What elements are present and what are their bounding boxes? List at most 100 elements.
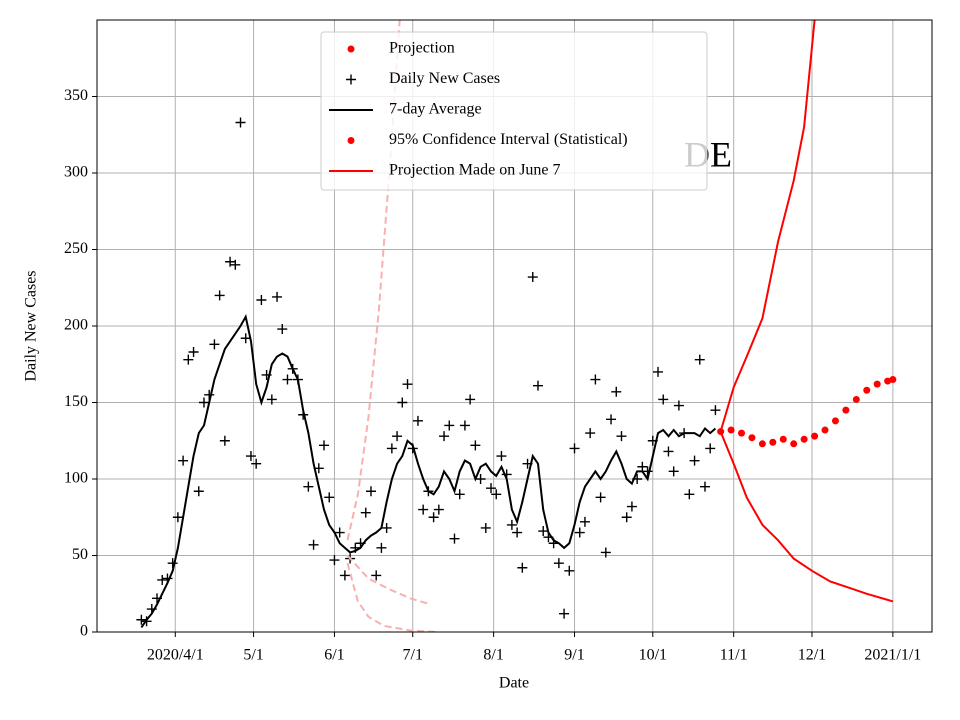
y-tick-label: 100	[64, 470, 88, 487]
plus-marker	[178, 455, 189, 466]
line	[719, 431, 894, 603]
x-tick-label: 10/1	[639, 647, 667, 664]
plus-marker	[381, 522, 392, 533]
x-tick-label: 5/1	[243, 647, 263, 664]
legend-box	[320, 31, 708, 191]
y-tick-label: 300	[64, 164, 88, 181]
line	[140, 314, 717, 628]
plus-marker	[621, 512, 632, 523]
legend-label: Projection	[389, 40, 455, 57]
plus-marker	[595, 492, 606, 503]
plus-marker	[506, 519, 517, 530]
plus-marker	[470, 440, 481, 451]
x-tick-label: 12/1	[798, 647, 826, 664]
projection-dot	[889, 376, 897, 384]
plus-marker	[266, 394, 277, 405]
projection-dot	[758, 440, 766, 448]
plus-marker	[329, 555, 340, 566]
x-tick-label: 8/1	[483, 647, 503, 664]
plus-marker	[553, 558, 564, 569]
x-tick-label: 2020/4/1	[147, 647, 204, 664]
legend-marker	[347, 45, 355, 53]
plus-marker	[590, 374, 601, 385]
plus-marker	[689, 455, 700, 466]
plus-marker	[428, 512, 439, 523]
projection-dot	[800, 435, 808, 443]
plus-marker	[699, 481, 710, 492]
grid	[97, 20, 932, 633]
plus-marker	[240, 333, 251, 344]
plus-marker	[214, 290, 225, 301]
x-tick-label: 6/1	[324, 647, 344, 664]
plus-marker	[219, 435, 230, 446]
plus-marker	[392, 431, 403, 442]
y-axis-label: Daily New Cases	[23, 270, 40, 381]
plus-marker	[653, 366, 664, 377]
plus-marker	[658, 394, 669, 405]
plus-marker	[496, 451, 507, 462]
x-axis-label: Date	[499, 675, 529, 692]
projection-dot	[738, 429, 746, 437]
plus-marker	[569, 443, 580, 454]
y-tick-label: 50	[72, 546, 88, 563]
projection-dot	[852, 395, 860, 403]
x-tick-label: 2021/1/1	[864, 647, 921, 664]
plus-marker	[444, 420, 455, 431]
legend-label: 7-day Average	[389, 101, 482, 118]
plus-marker	[694, 354, 705, 365]
plus-marker	[319, 440, 330, 451]
plus-marker	[339, 570, 350, 581]
plus-marker	[183, 354, 194, 365]
plus-marker	[574, 527, 585, 538]
projection-dot	[769, 438, 777, 446]
plus-marker	[491, 489, 502, 500]
legend-label: Daily New Cases	[389, 70, 500, 87]
plus-marker	[527, 272, 538, 283]
plus-marker	[606, 414, 617, 425]
plus-marker	[705, 443, 716, 454]
plus-marker	[418, 504, 429, 515]
plus-marker	[334, 527, 345, 538]
plus-marker	[308, 539, 319, 550]
plus-marker	[559, 608, 570, 619]
y-tick-label: 150	[64, 393, 88, 410]
plus-marker	[412, 415, 423, 426]
projection-dot	[748, 434, 756, 442]
plus-marker	[517, 562, 528, 573]
plus-marker	[673, 400, 684, 411]
plus-marker	[245, 451, 256, 462]
legend-label: 95% Confidence Interval (Statistical)	[389, 131, 628, 148]
plus-marker	[454, 489, 465, 500]
y-tick-label: 250	[64, 240, 88, 257]
plus-marker	[439, 431, 450, 442]
plus-marker	[371, 570, 382, 581]
projection-dot	[863, 386, 871, 394]
plus-marker	[272, 291, 283, 302]
plus-marker	[303, 481, 314, 492]
plus-marker	[668, 466, 679, 477]
plus-marker	[449, 533, 460, 544]
legend-marker	[347, 137, 355, 144]
plus-marker	[684, 489, 695, 500]
plus-marker	[277, 324, 288, 335]
plus-marker	[465, 394, 476, 405]
plus-marker	[637, 461, 648, 472]
plus-marker	[172, 512, 183, 523]
plus-marker	[256, 294, 267, 305]
plus-marker	[585, 428, 596, 439]
plus-marker	[157, 574, 168, 585]
plus-marker	[136, 614, 147, 625]
dashed-line	[346, 562, 437, 632]
y-tick-label: 350	[64, 87, 88, 104]
plus-marker	[480, 522, 491, 533]
plus-marker	[600, 547, 611, 558]
plus-marker	[616, 431, 627, 442]
plus-marker	[402, 379, 413, 390]
dashed-line	[346, 20, 401, 541]
projection-dot	[717, 428, 725, 436]
line	[719, 20, 816, 432]
plus-marker	[433, 504, 444, 515]
plus-marker	[235, 117, 246, 128]
plus-marker	[663, 446, 674, 457]
